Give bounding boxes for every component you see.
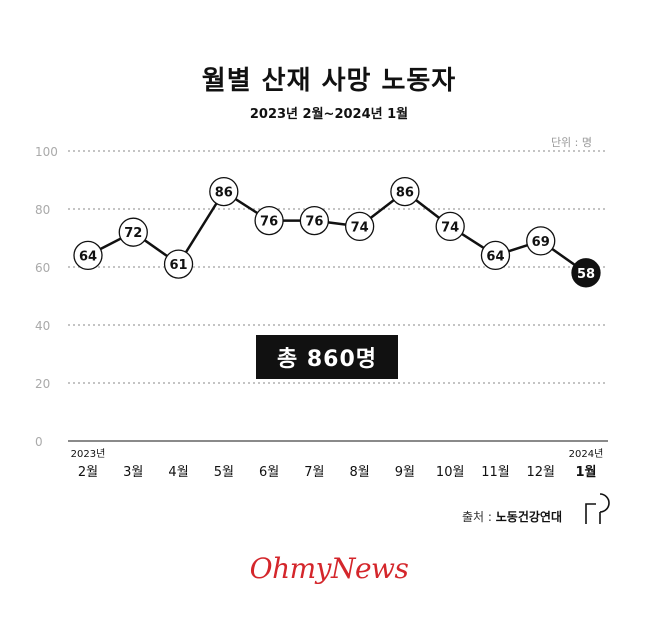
data-point: 86 [209, 176, 239, 207]
point-marker [299, 205, 330, 236]
data-point: 74 [344, 211, 375, 242]
source-credit: 출처 : 노동건강연대 [462, 508, 562, 525]
x-tick-label: 2월 [78, 465, 98, 480]
x-tick-label: 10월 [436, 465, 465, 480]
year-label: 2024년 [569, 448, 604, 460]
data-point: 76 [299, 205, 330, 236]
point-marker [526, 226, 556, 256]
source-label: 출처 : [461, 510, 492, 524]
line-layer [87, 190, 587, 274]
point-marker [480, 240, 511, 271]
y-tick-label: 100 [35, 145, 58, 159]
data-point: 64 [480, 240, 511, 271]
x-tick-label: 12월 [526, 465, 555, 480]
y-tick-label: 40 [35, 319, 50, 333]
point-value-label: 61 [169, 258, 187, 273]
chart-subtitle: 2023년 2월~2024년 1월 [249, 107, 409, 122]
bracket-logo-icon [585, 493, 610, 524]
ohmynews-logo: OhmyNews [249, 552, 409, 585]
point-marker [435, 211, 465, 242]
point-value-label: 64 [486, 249, 504, 264]
point-marker [118, 217, 148, 247]
point-marker [163, 249, 194, 279]
point-marker [390, 176, 420, 207]
point-value-label: 72 [124, 226, 142, 241]
x-tick-label: 1월 [575, 464, 596, 480]
y-tick-label: 60 [35, 261, 50, 275]
point-marker [571, 258, 601, 288]
data-point: 74 [435, 211, 465, 242]
point-value-label: 76 [260, 215, 278, 230]
year-label: 2023년 [71, 448, 106, 460]
data-point: 58 [571, 258, 601, 288]
series-line [87, 190, 587, 274]
x-tick-label: 3월 [123, 465, 143, 480]
x-tick-label: 7월 [304, 465, 324, 480]
point-value-label: 69 [532, 235, 550, 250]
grid-layer [68, 150, 608, 384]
point-value-label: 86 [396, 186, 414, 201]
data-point: 64 [73, 240, 103, 271]
data-point: 86 [390, 176, 420, 207]
point-layer: 64 72 61 86 76 76 74 86 74 64 69 58 [73, 176, 601, 288]
x-tick-label: 8월 [350, 465, 370, 480]
x-tick-label: 9월 [395, 465, 415, 480]
point-value-label: 74 [441, 220, 459, 235]
x-tick-label: 4월 [168, 465, 188, 480]
point-marker [344, 211, 375, 242]
data-point: 61 [163, 249, 194, 279]
data-point: 69 [526, 226, 556, 256]
point-value-label: 64 [79, 249, 97, 264]
point-marker [73, 240, 103, 271]
chart-title: 월별 산재 사망 노동자 [201, 66, 457, 96]
y-tick-label: 80 [35, 203, 50, 217]
x-tick-label: 5월 [214, 465, 234, 480]
source-value: 노동건강연대 [495, 510, 562, 524]
y-tick-label: 0 [35, 435, 43, 449]
point-value-label: 76 [305, 215, 323, 230]
point-value-label: 74 [351, 220, 369, 235]
data-point: 76 [254, 205, 284, 236]
unit-label: 단위 : 명 [550, 136, 592, 149]
axis-layer: 0 20 40 60 80 100 2월 3월 4월 5월 6월 7월 8월 9월 10월 11월 12월 1월 2… [35, 145, 608, 480]
point-value-label: 86 [215, 186, 233, 201]
point-marker [254, 205, 284, 236]
point-marker [209, 176, 239, 207]
x-tick-label: 6월 [259, 465, 279, 480]
point-value-label: 58 [577, 267, 595, 282]
total-badge: 총 860명 [256, 335, 398, 379]
x-tick-label: 11월 [481, 465, 510, 480]
y-tick-label: 20 [35, 377, 50, 391]
data-point: 72 [118, 217, 148, 247]
